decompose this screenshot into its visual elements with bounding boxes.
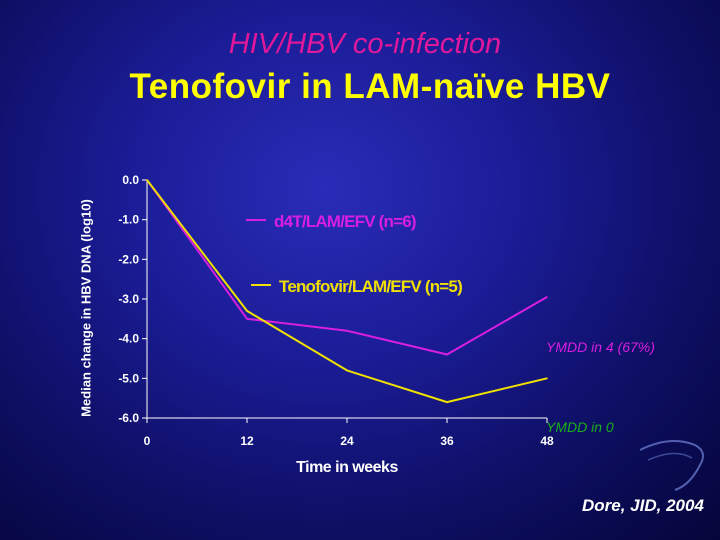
y-tick-label: -2.0 [118, 252, 139, 266]
data-point [246, 318, 248, 320]
y-tick-label: -1.0 [118, 213, 139, 227]
data-point [546, 296, 548, 298]
data-point [546, 377, 548, 380]
citation: Dore, JID, 2004 [582, 496, 704, 515]
x-tick-label: 24 [340, 434, 354, 448]
x-tick-label: 0 [144, 434, 151, 448]
data-point [246, 310, 248, 312]
annotations: YMDD in 4 (67%) YMDD in 0 [546, 339, 655, 435]
data-point [446, 401, 448, 403]
logo-swoosh-icon [639, 440, 705, 491]
data-point [146, 179, 148, 181]
slide-subtitle: HIV/HBV co-infection [228, 28, 502, 60]
series-line-1 [146, 179, 548, 356]
x-tick-label: 12 [240, 434, 254, 448]
y-tick-label: -3.0 [118, 292, 139, 306]
legend: d4T/LAM/EFV (n=6) Tenofovir/LAM/EFV (n=5) [246, 212, 463, 296]
y-tick-label: -5.0 [118, 371, 139, 385]
series-lines [146, 179, 548, 404]
legend-label: d4T/LAM/EFV (n=6) [274, 212, 416, 231]
data-point [446, 353, 448, 356]
x-ticks: 0 12 24 36 48 [144, 418, 554, 448]
data-point [346, 369, 348, 372]
series-end-annotation: YMDD in 0 [546, 419, 614, 435]
y-tick-label: -6.0 [118, 411, 139, 425]
data-point [346, 329, 348, 332]
x-tick-label: 36 [440, 434, 454, 448]
legend-label: Tenofovir/LAM/EFV (n=5) [279, 277, 462, 296]
y-tick-label: -4.0 [118, 332, 139, 346]
y-ticks: 0.0 -1.0 -2.0 -3.0 -4.0 -5.0 -6.0 [118, 173, 147, 425]
series-end-annotation: YMDD in 4 (67%) [546, 339, 655, 355]
x-tick-label: 48 [540, 434, 554, 448]
x-axis-label: Time in weeks [296, 459, 398, 476]
y-tick-label: 0.0 [122, 173, 139, 187]
slide-title: Tenofovir in LAM-naïve HBV [129, 67, 611, 106]
